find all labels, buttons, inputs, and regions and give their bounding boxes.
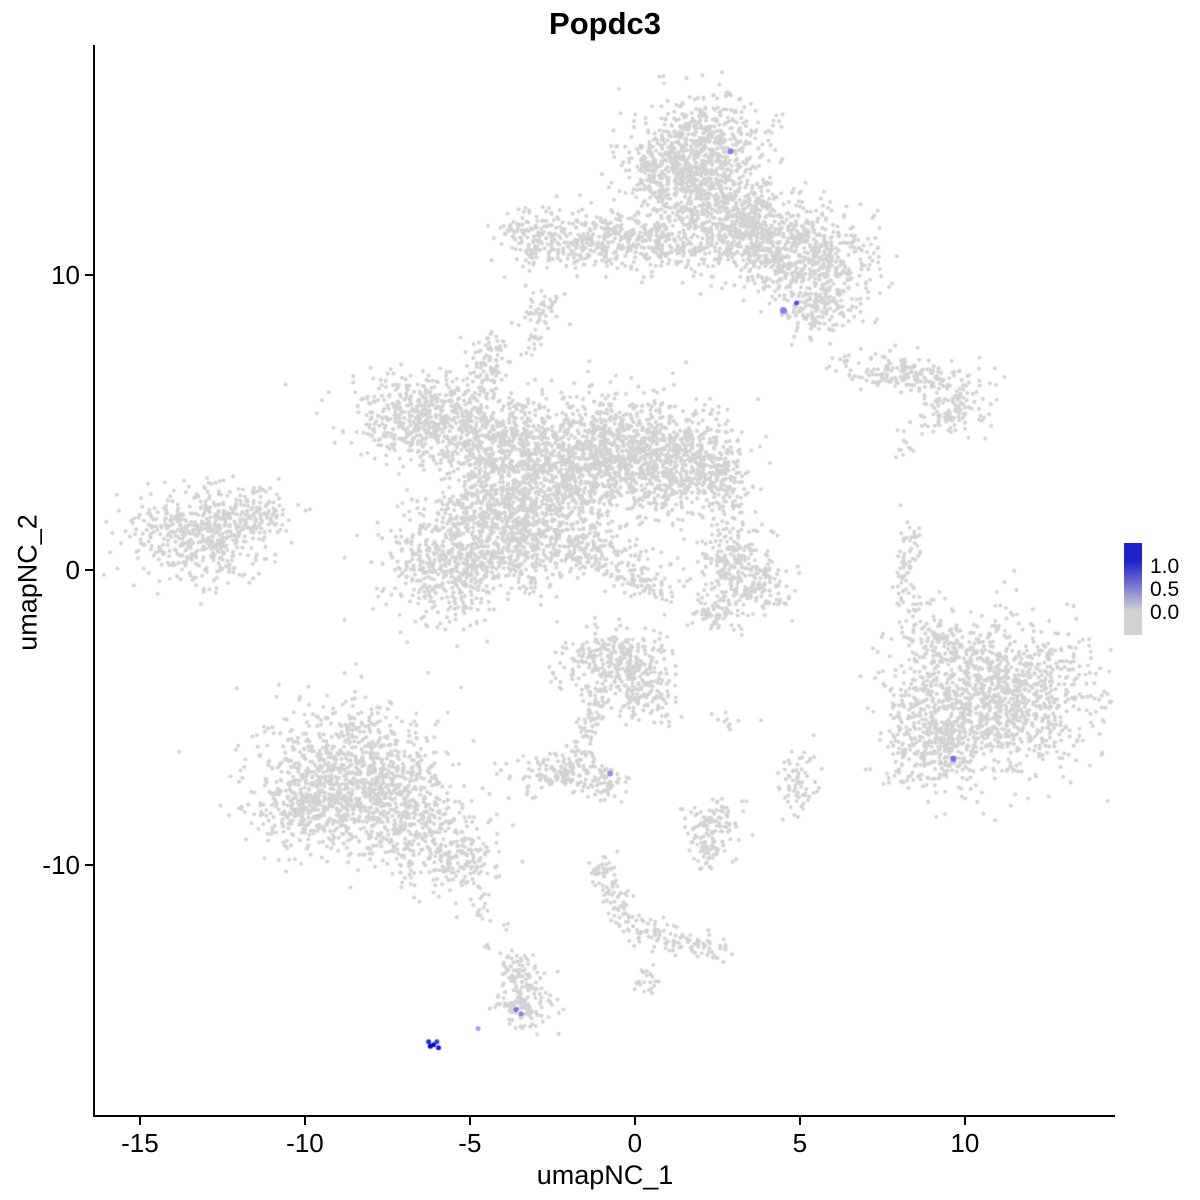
y-tick-mark bbox=[85, 863, 93, 866]
legend-gradient-bar bbox=[1124, 543, 1142, 635]
x-tick-label: 10 bbox=[950, 1128, 980, 1158]
x-axis-line bbox=[93, 1115, 1115, 1117]
x-axis-title: umapNC_1 bbox=[536, 1160, 674, 1190]
y-tick-label: 10 bbox=[51, 260, 80, 291]
x-tick-label: -10 bbox=[286, 1128, 324, 1158]
expression-legend: 1.0 0.5 0.0 bbox=[1124, 543, 1200, 639]
x-tick-mark bbox=[468, 1117, 471, 1125]
legend-label-mid: 0.5 bbox=[1150, 578, 1180, 601]
y-axis-line bbox=[93, 45, 95, 1117]
y-tick-mark bbox=[85, 274, 93, 277]
y-tick-mark bbox=[85, 568, 93, 571]
x-tick-label: -15 bbox=[121, 1128, 159, 1158]
x-tick-mark bbox=[138, 1117, 141, 1125]
legend-label-high: 1.0 bbox=[1150, 555, 1180, 578]
y-tick-label: 0 bbox=[65, 554, 80, 585]
legend-label-low: 0.0 bbox=[1150, 601, 1180, 624]
y-tick-label: -10 bbox=[42, 849, 80, 880]
x-tick-mark bbox=[798, 1117, 801, 1125]
plot-title: Popdc3 bbox=[549, 6, 661, 41]
y-axis-title: umapNC_2 bbox=[12, 514, 43, 651]
x-tick-label: 0 bbox=[627, 1128, 643, 1158]
x-tick-mark bbox=[303, 1117, 306, 1125]
x-tick-mark bbox=[633, 1117, 636, 1125]
x-tick-label: 5 bbox=[792, 1128, 808, 1158]
x-tick-mark bbox=[963, 1117, 966, 1125]
x-tick-label: -5 bbox=[458, 1128, 482, 1158]
